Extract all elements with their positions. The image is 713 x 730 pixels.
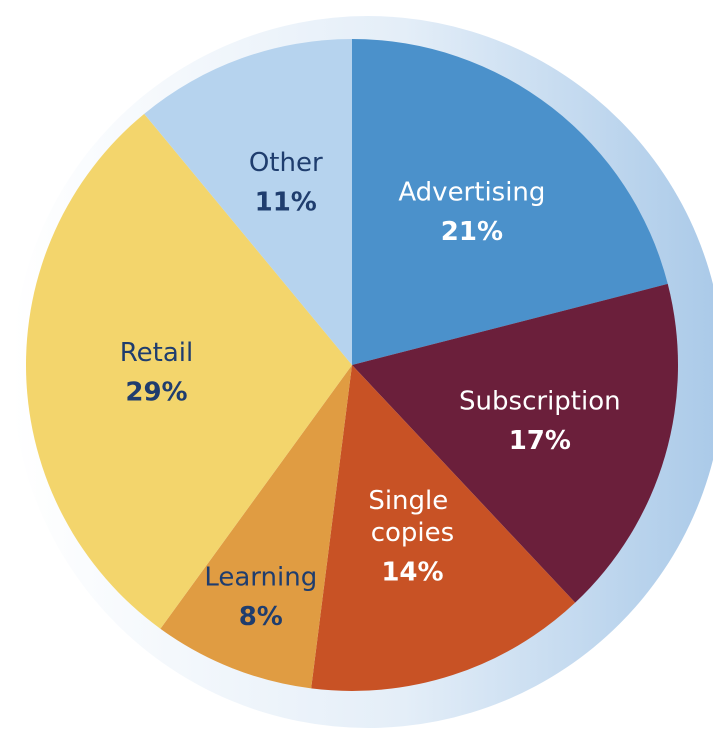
pie-slice <box>160 365 352 689</box>
slice-value-label: 17% <box>509 426 571 456</box>
pie-slice <box>144 39 352 365</box>
pie-slice <box>352 39 668 365</box>
slice-label: Other <box>249 147 323 177</box>
slice-value-label: 29% <box>125 378 187 408</box>
slice-label: Single copies <box>368 486 456 548</box>
slice-label: Retail <box>120 338 193 368</box>
slice-label: Subscription <box>459 386 621 416</box>
pie-slice <box>25 113 352 629</box>
slice-value-label: 11% <box>255 187 317 217</box>
slice-value-label: 21% <box>441 217 503 247</box>
pie-slice <box>352 283 678 603</box>
pie <box>25 39 678 691</box>
slice-label: Learning <box>204 562 317 592</box>
pie-labels: Advertising 21% Subscription 17% Single copi… <box>120 147 621 631</box>
slice-value-label: 14% <box>381 558 443 588</box>
slice-label: Advertising <box>398 177 545 207</box>
pie-slice <box>311 365 576 691</box>
slice-value-label: 8% <box>239 602 283 632</box>
